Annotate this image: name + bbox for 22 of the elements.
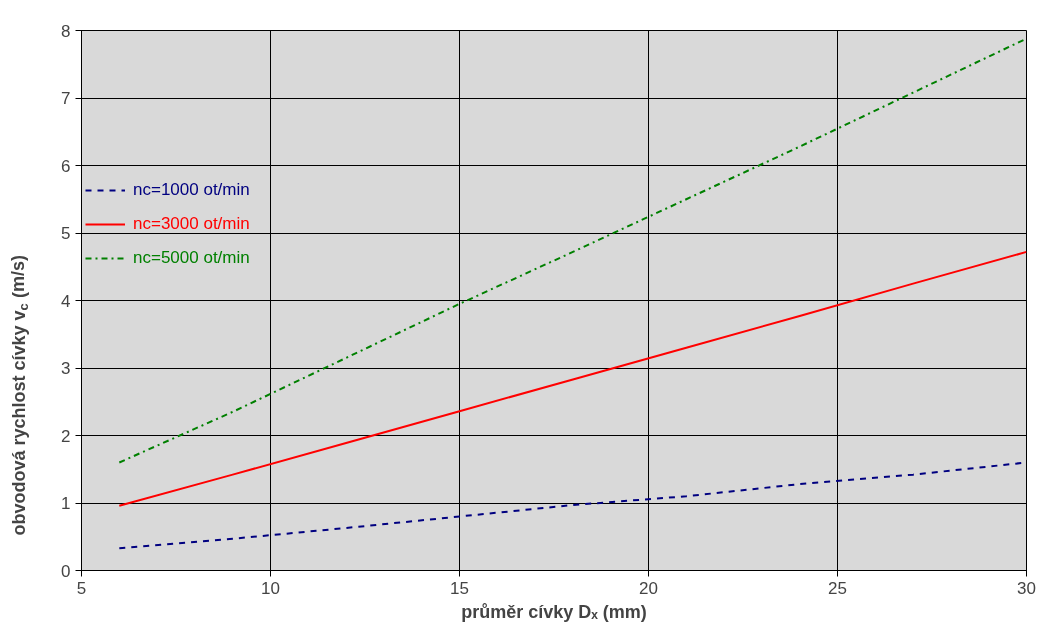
y-tick-label: 6 xyxy=(61,156,71,176)
x-axis-title: průměr cívky Dₓ (mm) xyxy=(461,601,647,622)
x-tick-label: 15 xyxy=(450,578,469,598)
legend-label: nc=5000 ot/min xyxy=(133,248,250,268)
x-tick-label: 10 xyxy=(261,578,280,598)
y-tick-label: 3 xyxy=(61,359,71,378)
y-tick-label: 5 xyxy=(61,224,71,243)
y-tick-label: 1 xyxy=(61,494,71,513)
x-tick-label: 30 xyxy=(1017,578,1036,598)
y-tick-label: 2 xyxy=(61,426,71,446)
legend-label: nc=1000 ot/min xyxy=(133,180,250,200)
line-series xyxy=(118,37,1027,464)
legend-label: nc=3000 ot/min xyxy=(133,214,250,234)
y-axis-title: obvodová rychlost cívky vc (m/s) xyxy=(8,254,31,536)
y-tick-label: 0 xyxy=(61,561,71,581)
y-tick-label: 7 xyxy=(61,89,71,108)
x-tick-label: 25 xyxy=(828,578,847,598)
x-tick-label: 20 xyxy=(639,578,658,598)
line-series xyxy=(118,250,1027,507)
x-tick-label: 5 xyxy=(76,578,87,598)
y-tick-label: 8 xyxy=(61,21,71,41)
y-tick-label: 4 xyxy=(61,291,71,311)
